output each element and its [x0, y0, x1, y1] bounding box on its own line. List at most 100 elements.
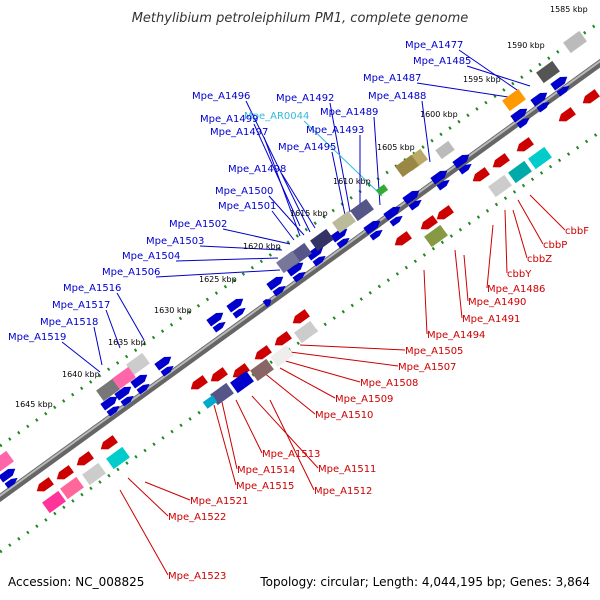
gene-arrow-top: [154, 356, 172, 371]
leader-line: [269, 399, 315, 491]
gene-label: Mpe_A1493: [306, 125, 364, 136]
gene-arrow-bottom: [516, 137, 534, 152]
gene-arrow-bottom: [232, 363, 250, 378]
gene-arrow-top: [286, 262, 304, 277]
gene-arrow-top: [430, 170, 448, 185]
gene-label: Mpe_A1487: [363, 73, 421, 84]
gene-block-top: [375, 184, 389, 196]
gene-block-bottom: [42, 490, 66, 514]
gene-label: Mpe_A1504: [122, 251, 180, 262]
gene-features: [0, 30, 600, 514]
leader-line: [175, 257, 279, 262]
gene-block-bottom: [60, 476, 84, 500]
leader-line: [235, 399, 263, 454]
gene-label: Mpe_A1500: [215, 186, 273, 197]
gene-label: Mpe_A1486: [487, 284, 545, 295]
topology-text: Topology: circular; Length: 4,044,195 bp…: [259, 575, 590, 589]
gene-arrow-top: [100, 396, 118, 411]
gene-arrow-top: [266, 276, 284, 291]
gene-arrow-top: [106, 405, 120, 417]
gene-label: Mpe_A1477: [405, 40, 463, 51]
leader-line: [331, 151, 346, 216]
gene-arrow-top: [389, 215, 403, 227]
gene-arrow-top: [458, 163, 472, 175]
leader-line: [458, 49, 521, 93]
leader-line: [262, 371, 316, 415]
gene-arrow-bottom: [582, 89, 600, 104]
gene-arrow-bottom: [76, 451, 94, 466]
gene-label: Mpe_A1496: [192, 91, 250, 102]
gene-arrow-top: [226, 298, 244, 313]
gene-block-bottom: [202, 395, 218, 409]
kbp-label: 1615 kbp: [290, 209, 328, 218]
gene-arrow-top: [206, 312, 224, 327]
gene-arrow-top: [436, 179, 450, 191]
scale-line-top: [0, 20, 600, 448]
gene-arrow-top: [136, 383, 150, 395]
gene-label: Mpe_A1513: [262, 449, 320, 460]
kbp-label: 1625 kbp: [199, 275, 237, 284]
gene-block-bottom: [230, 370, 254, 394]
gene-arrow-top: [536, 101, 550, 113]
gene-arrow-bottom: [472, 167, 490, 182]
leader-line: [144, 481, 191, 501]
kbp-label: 1620 kbp: [243, 242, 281, 251]
gene-arrow-bottom: [436, 205, 454, 220]
map-title: Methylibium petroleiphilum PM1, complete…: [132, 11, 469, 26]
kbp-label: 1635 kbp: [108, 338, 146, 347]
gene-label: Mpe_A1501: [218, 201, 276, 212]
gene-label: Mpe_A1515: [236, 481, 294, 492]
gene-arrow-top: [262, 299, 272, 308]
gene-label: cbbF: [565, 226, 589, 237]
gene-arrow-top: [452, 154, 470, 169]
leader-line: [222, 228, 291, 245]
gene-label: Mpe_AR0044: [244, 111, 309, 122]
leader-line: [454, 249, 463, 319]
gene-arrow-top: [516, 117, 530, 129]
leader-line: [61, 341, 101, 373]
leader-line: [486, 224, 494, 289]
kbp-label: 1585 kbp: [550, 5, 588, 14]
gene-labels: Mpe_A1477 Mpe_A1485 Mpe_A1487 Mpe_A1488 Mpe_…: [8, 40, 589, 582]
gene-arrow-top: [530, 92, 548, 107]
genome-backbone: [0, 58, 600, 503]
gene-arrow-top: [510, 108, 528, 123]
kbp-label: 1630 kbp: [154, 306, 192, 315]
gene-block-bottom: [106, 446, 130, 470]
gene-block-bottom: [528, 146, 552, 170]
gene-arrow-top: [120, 395, 134, 407]
gene-label: Mpe_A1523: [168, 571, 226, 582]
gene-block-bottom: [210, 382, 234, 406]
gene-arrow-bottom: [36, 477, 54, 492]
gene-arrow-top: [408, 199, 422, 211]
gene-label: Mpe_A1492: [276, 93, 334, 104]
gene-arrow-top: [4, 477, 18, 489]
gene-label: Mpe_A1503: [146, 236, 204, 247]
leader-line: [116, 292, 145, 341]
gene-block-top: [395, 154, 419, 178]
leader-line: [423, 269, 428, 335]
gene-label: cbbY: [507, 269, 532, 280]
gene-block-top: [126, 352, 150, 376]
gene-arrow-top: [212, 321, 226, 333]
gene-arrow-top: [292, 271, 306, 283]
gene-arrow-bottom: [274, 331, 292, 346]
leader-line: [504, 209, 508, 274]
kbp-scale-labels: 1585 kbp 1590 kbp 1595 kbp 1600 kbp 1605 kbp…: [15, 5, 588, 409]
leader-line: [289, 351, 399, 367]
leader-line: [512, 209, 528, 259]
gene-block-bottom: [488, 174, 512, 198]
leader-line: [271, 210, 295, 241]
gene-arrow-top: [369, 229, 383, 241]
gene-arrow-bottom: [492, 153, 510, 168]
gene-label: Mpe_A1494: [427, 330, 485, 341]
gene-label: Mpe_A1521: [190, 496, 248, 507]
gene-arrow-top: [336, 237, 350, 249]
leader-line: [93, 326, 103, 366]
gene-arrow-top: [0, 468, 16, 483]
leader-line: [127, 477, 169, 517]
gene-block-top: [502, 88, 526, 112]
gene-label: Mpe_A1508: [360, 378, 418, 389]
